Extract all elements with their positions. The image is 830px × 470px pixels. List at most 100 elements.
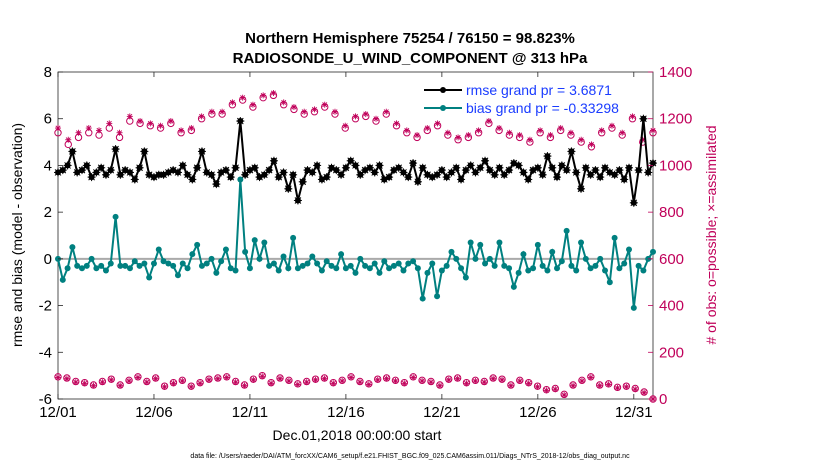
bias-point [477, 241, 484, 248]
obs-assimilated-point [232, 379, 239, 386]
obs-assimilated-point [348, 374, 355, 381]
obs-assimilated-point [436, 382, 443, 389]
rmse-point [212, 180, 221, 189]
rmse-point [596, 173, 605, 182]
bias-point [208, 255, 215, 262]
obs-assimilated-point [475, 127, 482, 134]
bias-point [102, 267, 109, 274]
rmse-point [404, 173, 413, 182]
x-tick-label: 12/11 [232, 404, 268, 421]
bias-point [160, 258, 167, 265]
bias-point [323, 258, 330, 265]
bias-point [117, 262, 124, 269]
bias-point [357, 255, 364, 262]
bias-point [342, 265, 349, 272]
bias-point [189, 251, 196, 258]
obs-assimilated-point [250, 376, 257, 383]
rmse-point [97, 163, 106, 172]
rmse-point [538, 170, 547, 179]
bias-point [582, 255, 589, 262]
obs-assimilated-point [496, 125, 503, 132]
obs-assimilated-point [641, 389, 648, 396]
bias-point [261, 239, 268, 246]
x-tick-label: 12/26 [519, 404, 557, 421]
bias-point [635, 262, 642, 269]
obs-assimilated-point [321, 375, 328, 382]
obs-assimilated-point [75, 129, 82, 136]
bias-point [93, 265, 100, 272]
rmse-point [337, 170, 346, 179]
rmse-point [620, 175, 629, 184]
obs-assimilated-point [393, 120, 400, 127]
rmse-point [197, 147, 206, 156]
obs-assimilated-point [567, 129, 574, 136]
rmse-point [135, 163, 144, 172]
rmse-point [644, 168, 653, 177]
bias-point [280, 253, 287, 260]
bias-point [328, 262, 335, 269]
bias-point [419, 295, 426, 302]
y-tick-label: 2 [44, 204, 52, 221]
bias-point [520, 251, 527, 258]
bias-point [592, 262, 599, 269]
obs-assimilated-point [570, 382, 577, 389]
obs-assimilated-point [126, 113, 133, 120]
rmse-point [380, 175, 389, 184]
rmse-point [111, 145, 120, 154]
rmse-point [231, 163, 240, 172]
obs-assimilated-point [223, 374, 230, 381]
bias-point [366, 265, 373, 272]
bias-point [400, 267, 407, 274]
obs-assimilated-point [301, 108, 308, 115]
obs-assimilated-point [587, 374, 594, 381]
bias-point [107, 260, 114, 267]
chart-title: Northern Hemisphere 75254 / 76150 = 98.8… [245, 30, 575, 47]
rmse-point [183, 170, 192, 179]
rmse-point [293, 196, 302, 205]
obs-assimilated-point [285, 378, 292, 385]
bias-point [213, 269, 220, 276]
obs-assimilated-point [419, 378, 426, 385]
bias-point [126, 265, 133, 272]
rmse-point [279, 168, 288, 177]
obs-assimilated-point [219, 108, 226, 115]
rmse-point [82, 161, 91, 170]
obs-assimilated-point [605, 381, 612, 388]
rmse-point [63, 161, 72, 170]
obs-assimilated-point [392, 378, 399, 385]
rmse-point [495, 163, 504, 172]
rmse-point [236, 117, 245, 126]
rmse-point [418, 163, 427, 172]
y-tick-label: 8 [44, 64, 52, 81]
bias-point [314, 260, 321, 267]
obs-assimilated-point [81, 380, 88, 387]
rmse-point [543, 152, 552, 161]
obs-assimilated-point [55, 125, 61, 132]
obs-assimilated-point [147, 120, 154, 127]
rmse-point [413, 177, 422, 186]
rmse-point [514, 161, 523, 170]
rmse-point [178, 161, 187, 170]
bias-point [64, 265, 71, 272]
rmse-point [615, 166, 624, 175]
bias-point [606, 279, 613, 286]
bias-point [515, 269, 522, 276]
obs-assimilated-point [117, 382, 124, 389]
y-tick-label: 0 [44, 251, 52, 268]
y-right-tick-label: 200 [659, 344, 684, 361]
obs-assimilated-point [229, 99, 236, 106]
rmse-point [471, 168, 480, 177]
obs-assimilated-point [179, 378, 186, 385]
bias-point [256, 255, 263, 262]
obs-assimilated-point [507, 382, 514, 389]
bias-point [371, 260, 378, 267]
obs-assimilated-point [311, 106, 318, 113]
bias-point [472, 255, 479, 262]
rmse-point [140, 147, 149, 156]
bias-point [266, 262, 273, 269]
bias-point [626, 246, 633, 253]
obs-assimilated-point [614, 385, 621, 392]
bias-point [597, 255, 604, 262]
rmse-point [298, 177, 307, 186]
obs-assimilated-point [374, 376, 381, 383]
